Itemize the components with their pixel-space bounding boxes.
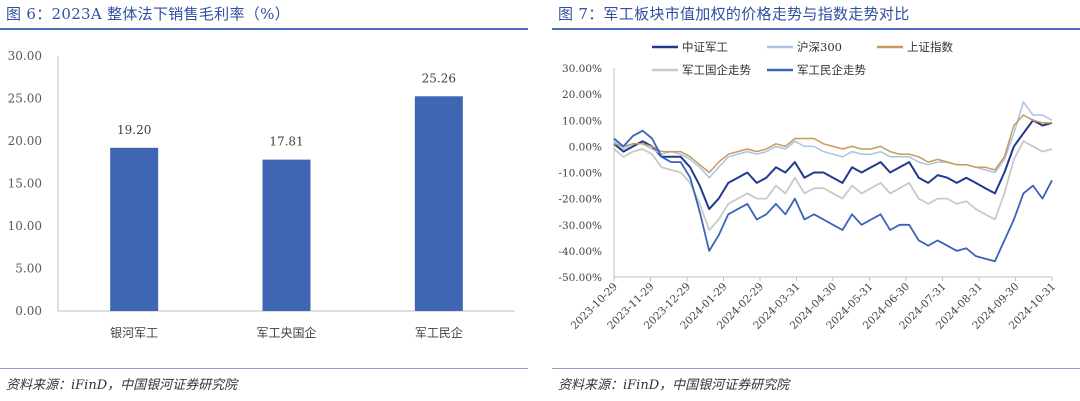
series-line bbox=[613, 129, 1053, 263]
chart-title: 图 6：2023A 整体法下销售毛利率（%） bbox=[6, 5, 290, 23]
line-chart: 30.00% 20.00% 10.00% 0.00% -10.00% -20.00% -30… bbox=[558, 40, 1058, 332]
bar bbox=[262, 159, 311, 311]
x-tick-label: 军工央国企 bbox=[256, 325, 316, 340]
x-tick-label: 银河军工 bbox=[110, 326, 158, 340]
y-tick-label: 30.00% bbox=[562, 63, 602, 75]
y-tick-label: 10.00% bbox=[562, 115, 602, 127]
bar bbox=[414, 96, 463, 311]
y-tick-label: -30.00% bbox=[558, 220, 602, 232]
legend-label: 上证指数 bbox=[907, 40, 953, 54]
data-label: 17.81 bbox=[269, 135, 303, 149]
left-panel: 图 6：2023A 整体法下销售毛利率（%） 30.00 25.00 20.00 15… bbox=[0, 0, 528, 401]
legend-label: 军工国企走势 bbox=[682, 63, 751, 77]
title-rule bbox=[552, 28, 1080, 30]
series-line bbox=[613, 114, 1052, 174]
x-tick-label: 军工民企 bbox=[415, 325, 463, 340]
right-panel: 图 7：军工板块市值加权的价格走势与指数走势对比 30.00% 20.00% 10.… bbox=[552, 0, 1080, 401]
title-rule bbox=[0, 28, 528, 30]
y-tick-label: 0.00% bbox=[569, 141, 602, 153]
y-tick-label: 10.00 bbox=[8, 219, 42, 233]
y-tick-label: -20.00% bbox=[558, 194, 602, 206]
y-tick-label: 0.00 bbox=[15, 304, 42, 318]
bar-chart: 30.00 25.00 20.00 15.00 10.00 5.00 0.00 19.20 银河… bbox=[8, 49, 515, 340]
y-tick-label: 5.00 bbox=[15, 262, 42, 276]
source-note: 资料来源：iFinD，中国银河证券研究院 bbox=[558, 378, 790, 393]
data-label: 19.20 bbox=[117, 123, 151, 137]
y-tick-label: -40.00% bbox=[558, 246, 602, 258]
y-tick-label: 25.00 bbox=[8, 92, 42, 106]
y-tick-label: 30.00 bbox=[8, 49, 42, 63]
series-line bbox=[613, 101, 1053, 179]
source-note: 资料来源：iFinD，中国银河证券研究院 bbox=[6, 378, 238, 393]
legend-label: 沪深300 bbox=[797, 40, 842, 54]
data-label: 25.26 bbox=[422, 71, 456, 85]
series-line bbox=[613, 119, 1053, 211]
bar bbox=[110, 147, 159, 311]
y-tick-label: 20.00 bbox=[8, 134, 42, 148]
source-rule bbox=[552, 368, 1080, 369]
series-line bbox=[613, 140, 1053, 231]
source-rule bbox=[0, 368, 528, 369]
y-tick-label: 20.00% bbox=[562, 89, 602, 101]
chart-title: 图 7：军工板块市值加权的价格走势与指数走势对比 bbox=[558, 5, 910, 23]
y-tick-label: -10.00% bbox=[558, 168, 602, 180]
y-tick-label: 15.00 bbox=[8, 177, 42, 191]
y-tick-label: -50.00% bbox=[558, 272, 602, 284]
legend-label: 军工民企走势 bbox=[797, 63, 866, 77]
legend-label: 中证军工 bbox=[682, 40, 728, 54]
